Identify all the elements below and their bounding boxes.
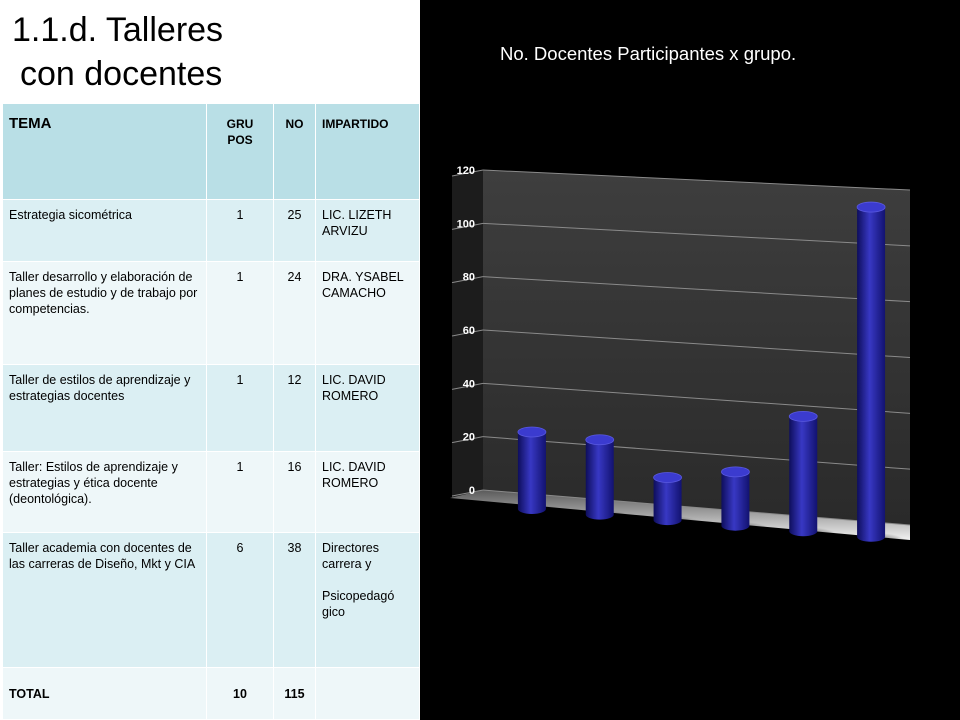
row-tema: Taller academia con docentes de las carr… <box>2 532 207 668</box>
bar-cylinder <box>721 471 750 531</box>
row-grupos: 1 <box>206 261 274 365</box>
gridline <box>482 276 911 303</box>
gridline <box>482 329 911 358</box>
row-impartido-line2: Psicopedagó gico <box>322 589 395 619</box>
gridline-side <box>451 169 484 177</box>
gridline-side <box>451 382 484 390</box>
gridline-side <box>451 489 484 497</box>
slide-title: 1.1.d. Talleres con docentes <box>12 8 412 96</box>
header-grupos-line1: GRU <box>226 117 254 131</box>
row-tema: Estrategia sicométrica <box>2 199 207 262</box>
header-tema: TEMA <box>2 103 207 200</box>
y-tick-label: 0 <box>469 485 475 497</box>
row-grupos: 1 <box>206 364 274 452</box>
gridline <box>482 436 911 470</box>
bar-top <box>856 201 886 213</box>
row-grupos: 1 <box>206 199 274 262</box>
gridline <box>482 222 911 247</box>
gridline-side <box>451 276 484 284</box>
bar-cylinder <box>857 207 886 542</box>
row-tema: Taller desarrollo y elaboración de plane… <box>2 261 207 365</box>
bar-cylinder <box>789 416 818 537</box>
row-no: 24 <box>273 261 316 365</box>
row-grupos: 1 <box>206 451 274 533</box>
bar-top <box>653 472 682 483</box>
row-impartido-line1: Directores carrera y <box>322 541 379 571</box>
bar-cylinder <box>653 477 682 526</box>
gridline <box>482 489 911 526</box>
slide-title-line1: 1.1.d. Talleres <box>12 11 224 49</box>
row-impartido: DRA. YSABEL CAMACHO <box>315 261 420 365</box>
table-total-row: TOTAL 10 115 <box>2 667 420 720</box>
slide-title-line2: con docentes <box>20 55 223 93</box>
y-tick-label: 100 <box>457 218 475 230</box>
bar-top <box>517 426 547 438</box>
table-row: Taller academia con docentes de las carr… <box>2 532 420 668</box>
row-no: 25 <box>273 199 316 262</box>
bar-cylinder <box>517 431 546 515</box>
row-impartido: LIC. DAVID ROMERO <box>315 451 420 533</box>
row-tema: Taller de estilos de aprendizaje y estra… <box>2 364 207 452</box>
y-tick-label: 40 <box>463 378 475 390</box>
row-no: 16 <box>273 451 316 533</box>
y-tick-label: 80 <box>463 272 475 284</box>
table-header-row: TEMA GRU POS NO IMPARTIDO <box>2 103 420 200</box>
header-grupos-line2: POS <box>227 133 253 147</box>
table-row: Estrategia sicométrica 1 25 LIC. LIZETH … <box>2 199 420 262</box>
header-grupos: GRU POS <box>206 103 274 200</box>
gridline-side <box>451 222 484 230</box>
total-label: TOTAL <box>2 667 207 720</box>
gridline-side <box>451 436 484 444</box>
table-row: Taller desarrollo y elaboración de plane… <box>2 261 420 365</box>
bar-cylinder <box>585 439 614 520</box>
table-row: Taller: Estilos de aprendizaje y estrate… <box>2 451 420 533</box>
gridline-side <box>451 329 484 337</box>
bar-top <box>585 434 615 446</box>
bar-top <box>721 466 750 478</box>
y-tick-label: 120 <box>457 165 475 177</box>
table-row: Taller de estilos de aprendizaje y estra… <box>2 364 420 452</box>
total-impartido <box>315 667 420 720</box>
bar-chart: 0 20 40 60 80 100 120 <box>450 165 911 553</box>
row-tema: Taller: Estilos de aprendizaje y estrate… <box>2 451 207 533</box>
gridline <box>482 169 911 191</box>
header-no: NO <box>273 103 316 200</box>
total-grupos: 10 <box>206 667 274 720</box>
y-tick-label: 20 <box>463 432 475 444</box>
row-no: 12 <box>273 364 316 452</box>
row-impartido: LIC. LIZETH ARVIZU <box>315 199 420 262</box>
row-impartido: Directores carrera y Psicopedagó gico <box>315 532 420 668</box>
bar-top <box>788 410 818 422</box>
chart-side-wall <box>452 170 483 498</box>
header-impartido: IMPARTIDO <box>315 103 420 200</box>
row-grupos: 6 <box>206 532 274 668</box>
gridline <box>482 382 911 414</box>
row-no: 38 <box>273 532 316 668</box>
row-impartido: LIC. DAVID ROMERO <box>315 364 420 452</box>
y-tick-label: 60 <box>463 325 475 337</box>
total-no: 115 <box>273 667 316 720</box>
talleres-table: TEMA GRU POS NO IMPARTIDO Estrategia sic… <box>2 103 420 720</box>
chart-title: No. Docentes Participantes x grupo. <box>500 43 797 64</box>
chart-back-wall <box>483 170 910 525</box>
